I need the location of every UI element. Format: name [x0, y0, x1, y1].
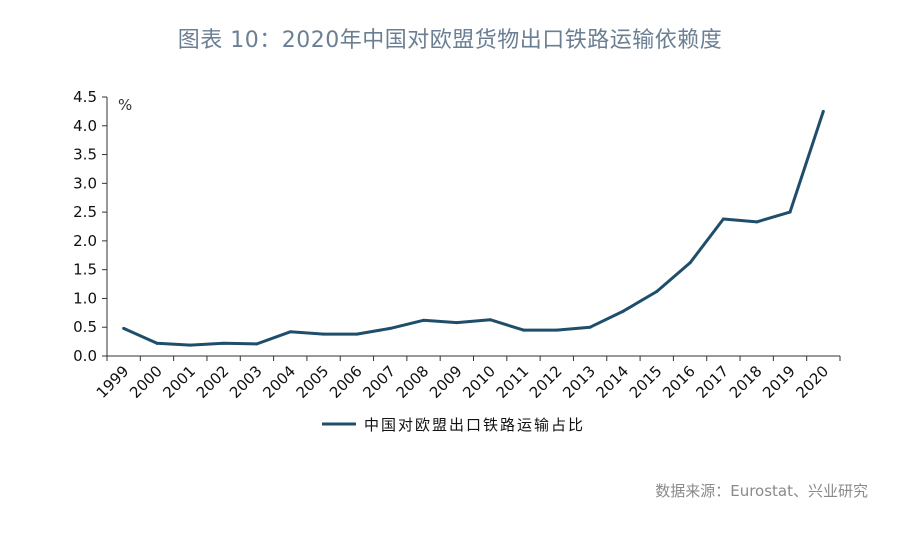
legend: 中国对欧盟出口铁路运输占比: [322, 416, 585, 434]
x-tick-label: 2001: [159, 362, 199, 402]
x-tick-label: 2017: [692, 362, 732, 402]
x-tick-label: 2007: [359, 362, 399, 402]
y-tick-label: 4.5: [73, 88, 97, 106]
data-point: [621, 309, 625, 313]
data-point: [222, 341, 226, 345]
data-point: [721, 217, 725, 221]
data-point: [588, 325, 592, 329]
data-point: [755, 220, 759, 224]
x-tick-label: 2005: [293, 362, 333, 402]
x-tick-label: 2000: [126, 362, 166, 402]
data-point: [122, 326, 126, 330]
x-axis: 1999200020012002200320042005200620072008…: [93, 355, 841, 402]
x-tick-label: 2004: [259, 362, 299, 402]
data-point: [255, 342, 259, 346]
x-tick-label: 2019: [759, 362, 799, 402]
y-axis: 0.0 0.5 1.0 1.5 2.0 2.5 3.0 3.5 4.0 4.5: [73, 88, 108, 365]
y-tick-label: 0.0: [73, 347, 97, 365]
x-tick-label: 2011: [493, 362, 533, 402]
data-point: [288, 330, 292, 334]
y-tick-label: 2.5: [73, 203, 97, 221]
data-point: [555, 328, 559, 332]
x-tick-label: 2012: [526, 362, 566, 402]
y-unit-label: %: [118, 96, 132, 114]
data-point: [821, 109, 825, 113]
x-tick-label: 1999: [93, 362, 133, 402]
data-point: [155, 341, 159, 345]
x-tick-label: 2009: [426, 362, 466, 402]
data-point: [521, 328, 525, 332]
y-tick-label: 1.0: [73, 289, 97, 307]
x-tick-label: 2016: [659, 362, 699, 402]
x-tick-label: 2018: [726, 362, 766, 402]
data-point: [388, 326, 392, 330]
series-group: [122, 109, 825, 347]
data-point: [355, 332, 359, 336]
x-tick-label: 2006: [326, 362, 366, 402]
y-tick-label: 3.5: [73, 146, 97, 164]
x-tick-label: 2002: [193, 362, 233, 402]
data-point: [688, 261, 692, 265]
x-tick-label: 2014: [593, 362, 633, 402]
data-point: [488, 318, 492, 322]
source-note: 数据来源：Eurostat、兴业研究: [655, 482, 868, 500]
legend-label: 中国对欧盟出口铁路运输占比: [364, 416, 585, 434]
data-point: [188, 343, 192, 347]
data-point: [455, 321, 459, 325]
x-tick-label: 2003: [226, 362, 266, 402]
y-tick-label: 1.5: [73, 261, 97, 279]
x-tick-label: 2010: [459, 362, 499, 402]
series-line: [123, 110, 825, 347]
x-tick-label: 2008: [393, 362, 433, 402]
x-tick-label: 2015: [626, 362, 666, 402]
data-point: [788, 210, 792, 214]
y-tick-label: 0.5: [73, 318, 97, 336]
y-tick-label: 4.0: [73, 117, 97, 135]
x-tick-label: 2013: [559, 362, 599, 402]
y-tick-label: 2.0: [73, 232, 97, 250]
x-tick-label: 2020: [792, 362, 832, 402]
data-point: [422, 318, 426, 322]
data-point: [655, 290, 659, 294]
chart-title: 图表 10：2020年中国对欧盟货物出口铁路运输依赖度: [177, 28, 723, 53]
data-point: [322, 332, 326, 336]
y-tick-label: 3.0: [73, 174, 97, 192]
